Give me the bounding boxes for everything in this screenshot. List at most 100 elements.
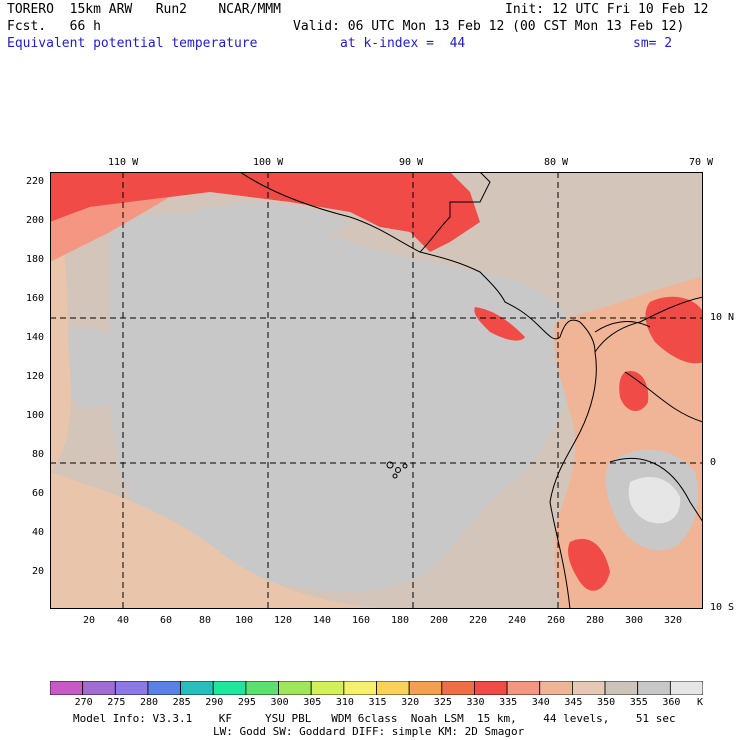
colorbar-label: 295 (237, 697, 256, 708)
colorbar-label: 285 (172, 697, 191, 708)
grid-y-tick: 80 (32, 449, 45, 460)
header-valid-time: Valid: 06 UTC Mon 13 Feb 12 (00 CST Mon … (293, 19, 685, 34)
field-red-panama (474, 307, 525, 341)
colorbar-swatch (376, 681, 410, 695)
grid-y-tick: 180 (26, 254, 45, 265)
grid-y-tick: 160 (26, 293, 45, 304)
colorbar-label: 325 (433, 697, 452, 708)
grid-x-tick: 20 (83, 615, 96, 626)
colorbar-label: 340 (531, 697, 550, 708)
colorbar-label: 270 (74, 697, 93, 708)
grid-x-tick: 200 (430, 615, 449, 626)
field-gray-ocean (108, 213, 578, 592)
lat-label-10n: 10 N (710, 312, 735, 323)
grid-y-tick: 140 (26, 332, 45, 343)
lon-label-70w: 70 W (689, 157, 714, 168)
field-red-colombia (619, 371, 649, 412)
grid-x-tick: 320 (664, 615, 683, 626)
grid-x-tick: 300 (625, 615, 644, 626)
colorbar-swatch (408, 681, 443, 695)
galapagos-islands (386, 461, 408, 479)
grid-x-tick: 100 (235, 615, 254, 626)
header-smoothing: sm= 2 (633, 36, 673, 51)
grid-y-tick: 120 (26, 371, 45, 382)
colorbar-swatch (669, 681, 703, 695)
colorbar-label: 300 (270, 697, 289, 708)
grid-x-tick: 140 (313, 615, 332, 626)
colorbar-swatch (180, 681, 214, 695)
colorbar-swatch (604, 681, 639, 695)
header-forecast-hour: Fcst. 66 h (7, 19, 101, 34)
colorbar-swatch (506, 681, 541, 695)
lon-label-110w: 110 W (108, 157, 139, 168)
colorbar-swatch (572, 681, 606, 695)
colorbar-swatch (212, 681, 247, 695)
grid-x-tick: 60 (160, 615, 173, 626)
colorbar-swatch (474, 681, 508, 695)
colorbar-swatch (637, 681, 671, 695)
header-field-name: Equivalent potential temperature (7, 36, 258, 51)
colorbar-swatch (245, 681, 279, 695)
grid-x-tick: 120 (274, 615, 293, 626)
colorbar-label: 330 (466, 697, 485, 708)
colorbar-swatch (343, 681, 377, 695)
colorbar-label: 360 (662, 697, 681, 708)
field-salmon-north (50, 197, 170, 262)
colorbar-label: 345 (564, 697, 583, 708)
theta-e-map (50, 172, 703, 609)
colorbar-swatch (114, 681, 149, 695)
colorbar-swatch (147, 681, 181, 695)
footer-model-info: Model Info: V3.3.1 KF YSU PBL WDM 6class… (73, 712, 676, 725)
colorbar-swatch (82, 681, 116, 695)
lon-label-80w: 80 W (544, 157, 569, 168)
grid-y-tick: 220 (26, 176, 45, 187)
grid-y-tick: 100 (26, 410, 45, 421)
header-init-time: Init: 12 UTC Fri 10 Feb 12 (505, 2, 709, 17)
header-level: at k-index = 44 (340, 36, 466, 51)
grid-x-tick: 160 (352, 615, 371, 626)
grid-y-tick: 60 (32, 488, 45, 499)
colorbar-swatch (441, 681, 475, 695)
grid-y-tick: 200 (26, 215, 45, 226)
field-red-venezuela (645, 296, 703, 364)
colorbar-label: 320 (401, 697, 420, 708)
colorbar-label: 305 (303, 697, 322, 708)
colorbar-label: 315 (368, 697, 387, 708)
field-red-north (50, 172, 480, 252)
grid-x-tick: 80 (199, 615, 212, 626)
grid-x-tick: 220 (469, 615, 488, 626)
footer-physics-info: LW: Godd SW: Goddard DIFF: simple KM: 2D… (213, 725, 525, 738)
field-tan-west-edge (50, 202, 71, 472)
colorbar-label: 280 (139, 697, 158, 708)
grid-x-tick: 280 (586, 615, 605, 626)
grid-x-tick: 240 (508, 615, 527, 626)
colorbar-swatch (278, 681, 312, 695)
colorbar-label: 310 (335, 697, 354, 708)
lat-lon-grid (50, 172, 703, 609)
lon-label-100w: 100 W (253, 157, 284, 168)
colorbar-label: 350 (597, 697, 616, 708)
field-tan-southwest (50, 472, 400, 609)
colorbar-label: 275 (107, 697, 126, 708)
grid-x-tick: 260 (547, 615, 566, 626)
field-gray-patch-west (63, 328, 126, 408)
lat-label-10s: 10 S (710, 602, 735, 613)
map-frame (50, 172, 703, 609)
colorbar-label: 290 (205, 697, 224, 708)
lon-label-90w: 90 W (399, 157, 424, 168)
colorbar-labels: 270 275 280 285 290 295 300 305 310 315 320 325 330 3… (50, 697, 730, 711)
field-white-amazon (628, 477, 681, 524)
colorbar-swatch (539, 681, 573, 695)
colorbar-unit: K (697, 697, 704, 708)
grid-y-tick: 40 (32, 527, 45, 538)
colorbar (50, 681, 703, 695)
grid-y-tick: 20 (32, 566, 45, 577)
colorbar-swatch (310, 681, 345, 695)
header-model-run: TORERO 15km ARW Run2 NCAR/MMM (7, 2, 281, 17)
colorbar-label: 355 (629, 697, 648, 708)
coastlines (239, 172, 703, 609)
lat-label-0: 0 (710, 457, 717, 468)
grid-x-tick: 180 (391, 615, 410, 626)
field-red-peru (568, 538, 610, 591)
colorbar-swatch (50, 681, 84, 695)
